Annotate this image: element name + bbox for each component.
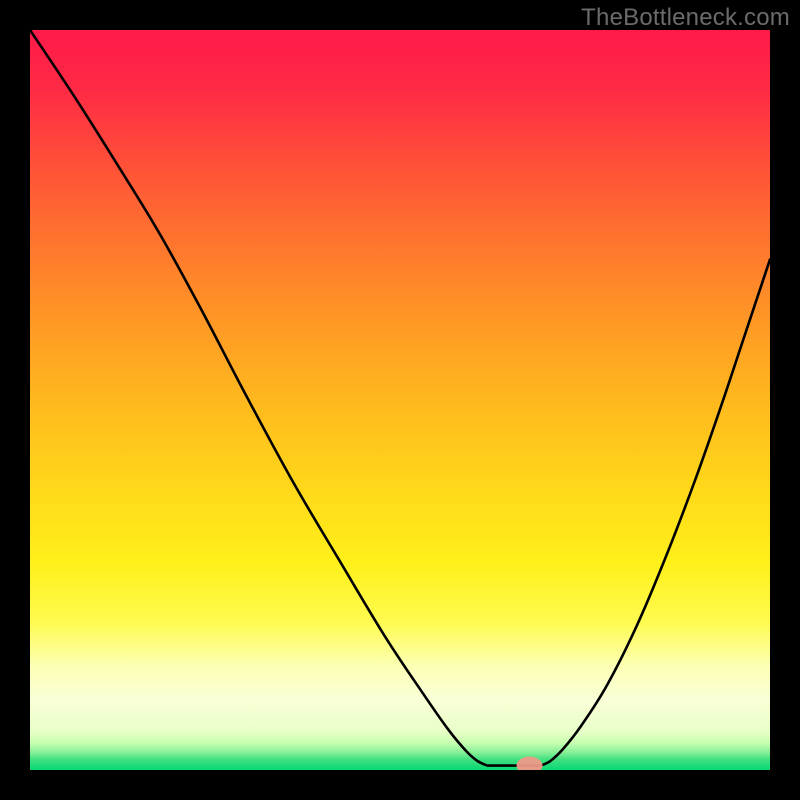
- chart-container: { "watermark": { "text": "TheBottleneck.…: [0, 0, 800, 800]
- watermark-text: TheBottleneck.com: [581, 4, 790, 32]
- bottleneck-chart: [0, 0, 800, 800]
